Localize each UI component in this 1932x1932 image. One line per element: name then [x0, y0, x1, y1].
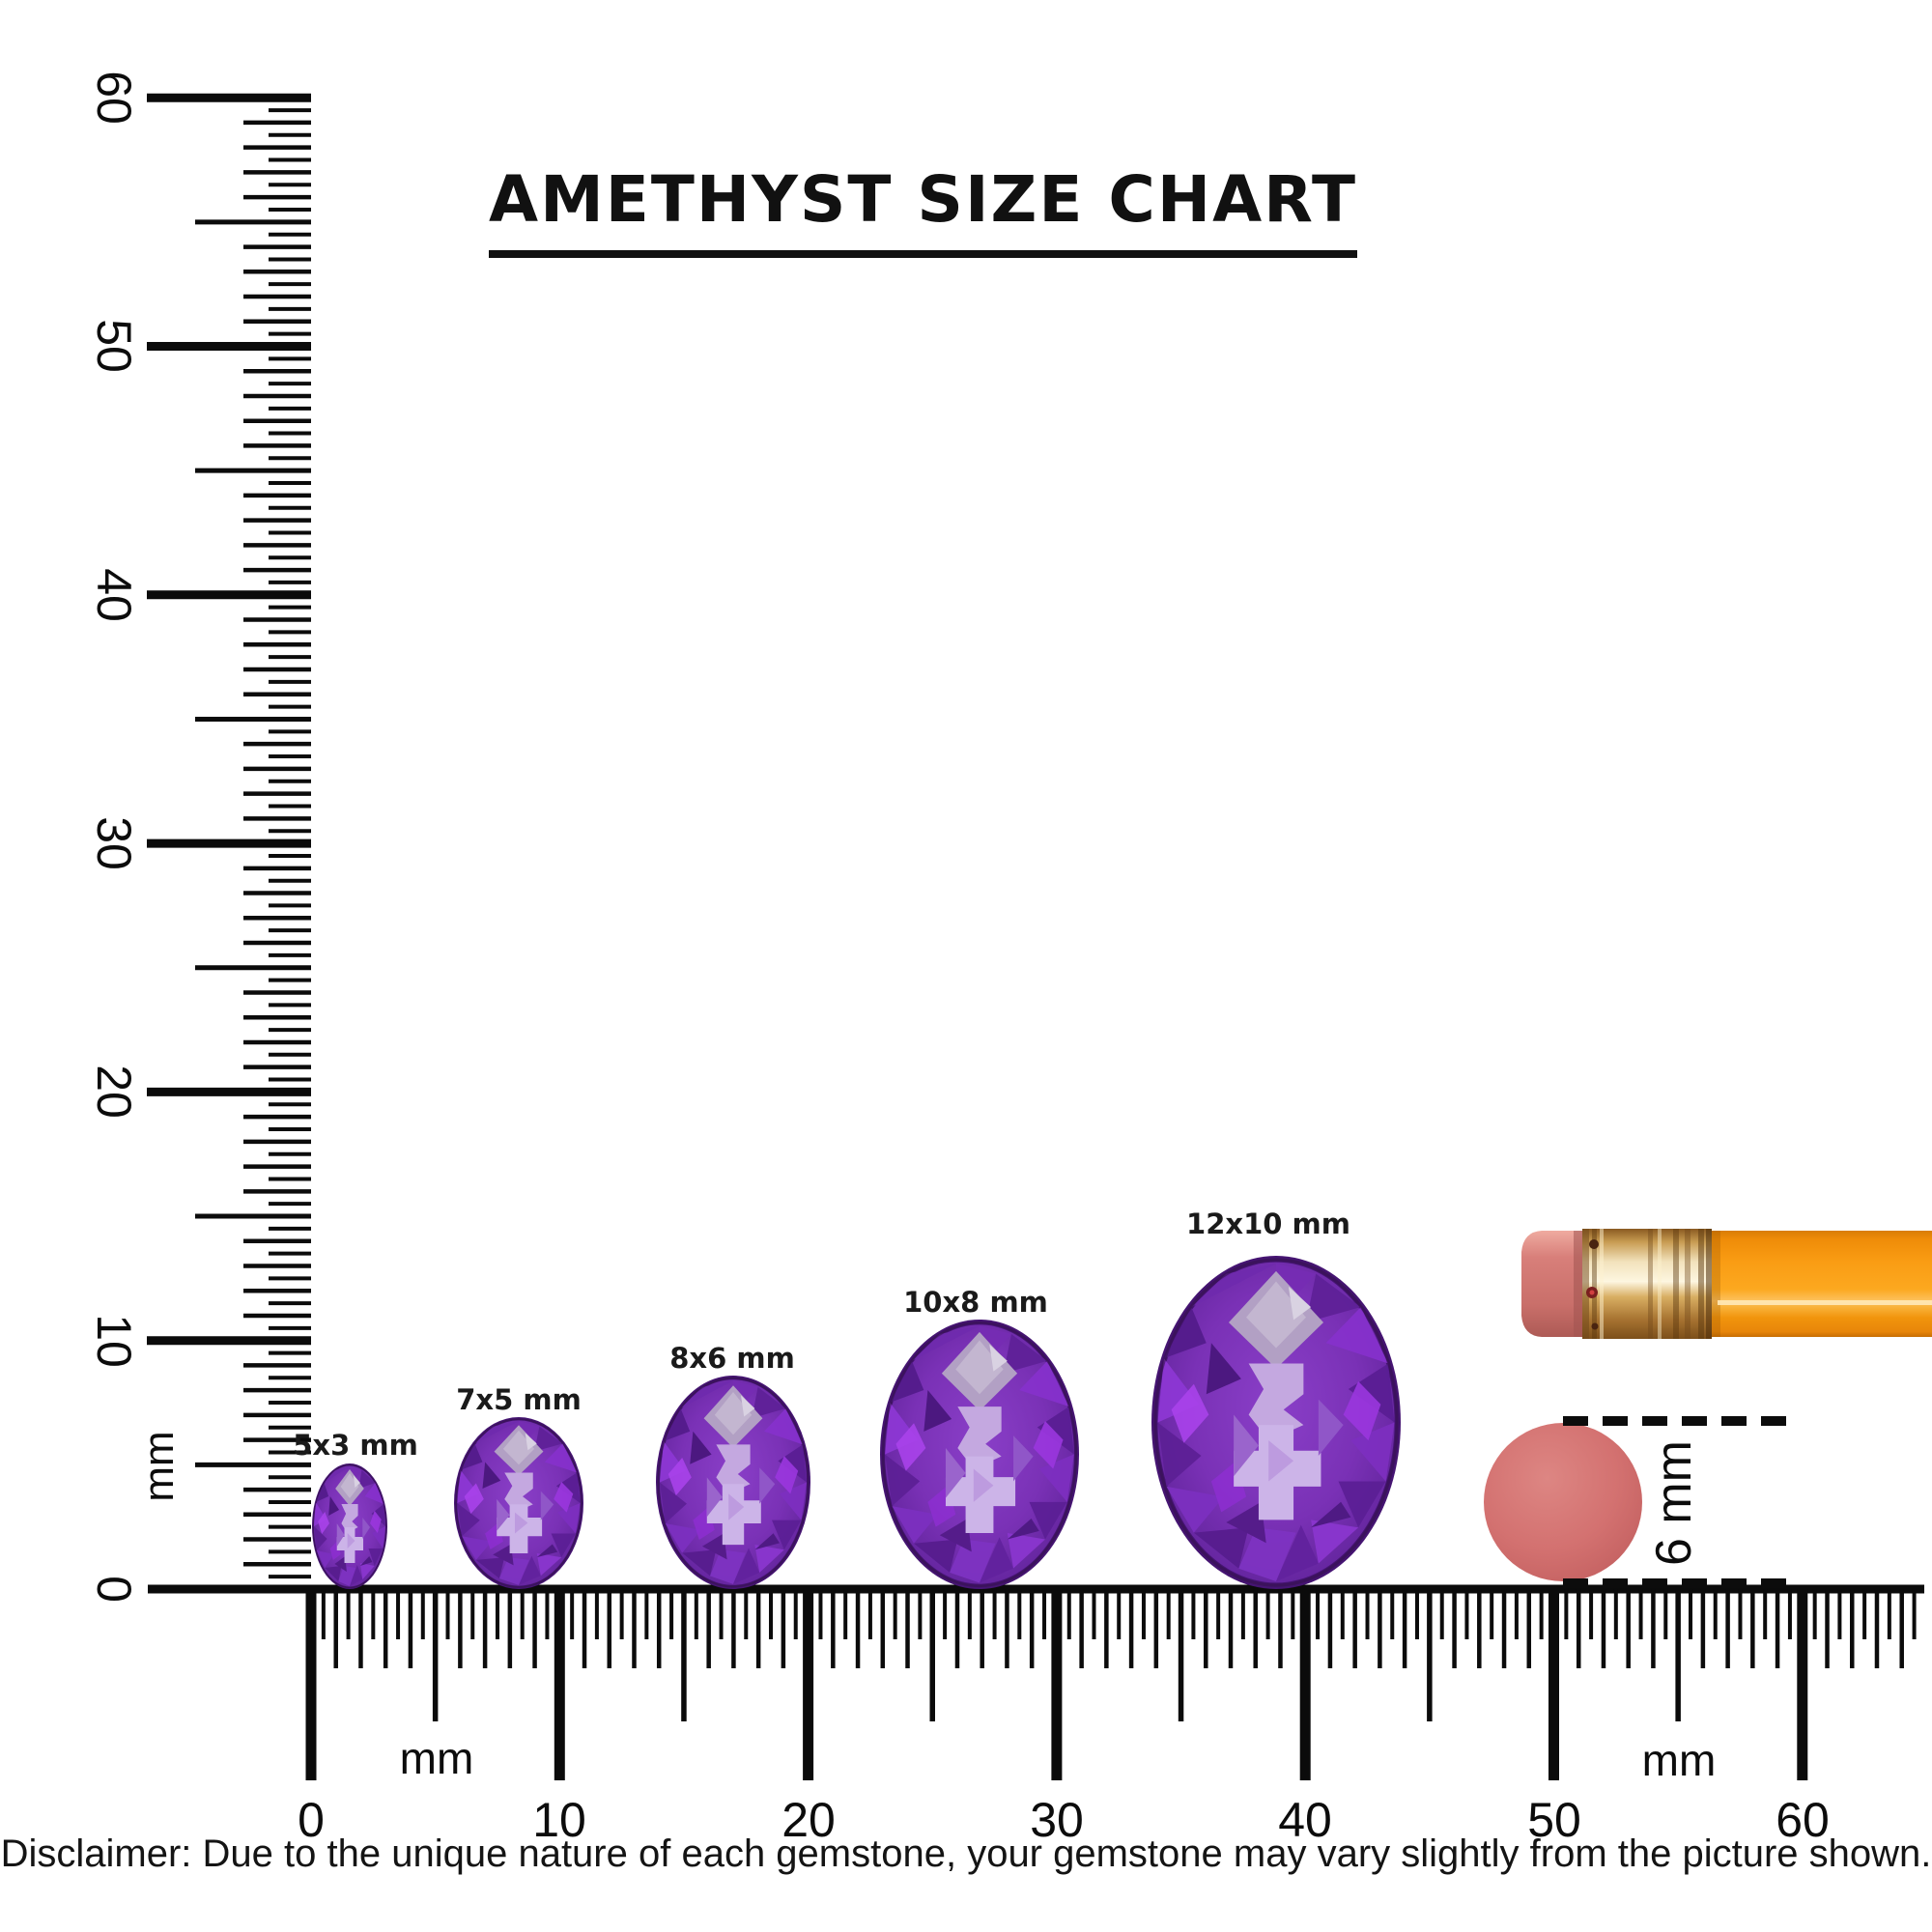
h-ruler-label-50: 50: [1527, 1793, 1581, 1847]
gem-5x3mm: [312, 1463, 387, 1589]
gem-12x10mm: [1151, 1256, 1401, 1589]
v-ruler-label-60: 60: [87, 71, 141, 125]
disc-size-label: 6 mm: [1646, 1440, 1702, 1566]
vertical-ruler-ticks: [147, 93, 311, 1579]
h-ruler-label-10: 10: [532, 1793, 586, 1847]
pencil-ferrule: [1582, 1229, 1712, 1339]
eraser-disc: [1484, 1423, 1642, 1581]
h-ruler-label-30: 30: [1030, 1793, 1084, 1847]
v-ruler-unit-label: mm: [135, 1431, 183, 1502]
pencil-highlight: [1718, 1300, 1932, 1305]
gem-label-7x5: 7x5 mm: [456, 1383, 582, 1416]
pencil-eraser: [1521, 1231, 1582, 1337]
gem-label-8x6: 8x6 mm: [669, 1342, 795, 1375]
h-ruler-label-60: 60: [1776, 1793, 1830, 1847]
gem-8x6mm: [656, 1376, 810, 1589]
gem-7x5mm: [454, 1417, 583, 1589]
pencil-body: [1712, 1231, 1932, 1337]
h-ruler-label-20: 20: [781, 1793, 836, 1847]
gem-label-10x8: 10x8 mm: [903, 1286, 1048, 1319]
v-ruler-label-50: 50: [87, 319, 141, 373]
disclaimer-text: Disclaimer: Due to the unique nature of …: [0, 1832, 1932, 1875]
h-ruler-unit-label-left: mm: [399, 1733, 474, 1783]
pencil-illustration: [1521, 1229, 1932, 1339]
h-ruler-label-40: 40: [1278, 1793, 1332, 1847]
h-ruler-label-0: 0: [298, 1793, 325, 1847]
v-ruler-label-20: 20: [87, 1065, 141, 1119]
page-title: AMETHYST SIZE CHART: [489, 162, 1358, 258]
gem-label-12x10: 12x10 mm: [1186, 1208, 1350, 1240]
h-ruler-unit-label-right: mm: [1641, 1735, 1717, 1785]
gem-10x8mm: [880, 1320, 1079, 1589]
v-ruler-label-0: 0: [87, 1576, 141, 1603]
gem-label-5x3: 5x3 mm: [293, 1429, 418, 1462]
horizontal-ruler-ticks: [305, 1589, 1917, 1780]
v-ruler-label-30: 30: [87, 816, 141, 870]
v-ruler-label-40: 40: [87, 568, 141, 622]
v-ruler-label-10: 10: [87, 1314, 141, 1368]
